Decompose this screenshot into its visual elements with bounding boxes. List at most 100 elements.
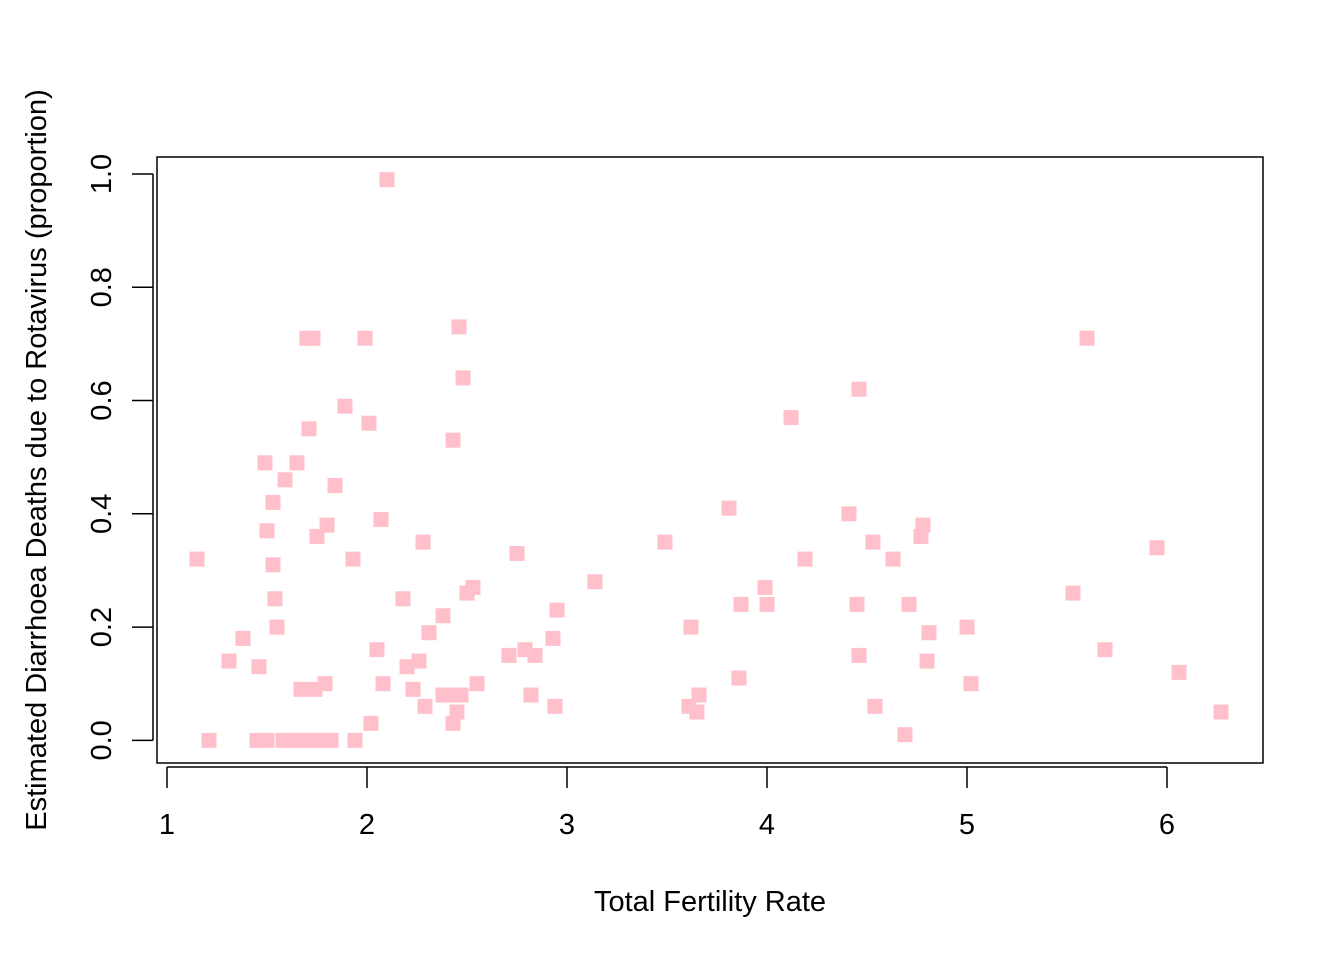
data-point [455,370,471,386]
data-point [547,698,563,714]
data-point [731,670,747,686]
data-point [269,619,285,635]
data-point [319,517,335,533]
data-point [453,687,469,703]
data-point [757,579,773,595]
x-tick-label: 3 [559,809,575,841]
data-point [265,557,281,573]
data-point [317,676,333,692]
data-point [1213,704,1229,720]
data-point [733,596,749,612]
data-point [721,500,737,516]
y-tick-label: 0.8 [86,267,118,307]
plot-frame [156,156,1264,764]
data-point [373,511,389,527]
data-point [293,681,309,697]
data-point [305,330,321,346]
y-tick-label: 0.6 [86,380,118,420]
data-point [415,534,431,550]
data-point [445,432,461,448]
data-point [251,659,267,675]
data-point [395,591,411,607]
data-point [897,727,913,743]
data-point [449,704,465,720]
data-point [451,319,467,335]
data-point [587,574,603,590]
data-point [465,579,481,595]
data-point [375,676,391,692]
data-point [921,625,937,641]
data-point [501,647,517,663]
data-point [417,698,433,714]
data-point [1097,642,1113,658]
data-point [885,551,901,567]
data-point [689,704,705,720]
data-point [919,653,935,669]
data-point [347,732,363,748]
data-point [189,551,205,567]
data-point [1171,664,1187,680]
data-point [915,517,931,533]
y-tick-label: 0.0 [86,720,118,760]
x-tick-label: 1 [159,809,175,841]
data-point [657,534,673,550]
data-point [1079,330,1095,346]
data-point [549,602,565,618]
data-point [345,551,361,567]
data-point [357,330,373,346]
data-point [445,715,461,731]
data-point [913,528,929,544]
x-axis: 1 2 3 4 5 6 [159,766,1175,841]
data-point [865,534,881,550]
data-point [399,659,415,675]
data-point [435,608,451,624]
data-point [259,523,275,539]
data-point [267,591,283,607]
data-point [901,596,917,612]
data-point [221,653,237,669]
data-point [683,619,699,635]
data-point [201,732,217,748]
data-point [435,687,451,703]
data-point [257,455,273,471]
data-point [259,732,275,748]
data-point [797,551,813,567]
data-point [289,455,305,471]
data-point [523,687,539,703]
x-tick-label: 6 [1159,809,1175,841]
x-tick-label: 2 [359,809,375,841]
data-point [527,647,543,663]
data-point [379,172,395,188]
data-point [469,676,485,692]
data-point [323,732,339,748]
y-axis: 0.0 0.2 0.4 0.6 0.8 1.0 [86,154,154,761]
data-point [235,630,251,646]
data-point [759,596,775,612]
x-tick-label: 5 [959,809,975,841]
data-point [963,676,979,692]
data-point [411,653,427,669]
y-tick-label: 0.2 [86,607,118,647]
data-point [405,681,421,697]
data-point [309,528,325,544]
data-point [1149,540,1165,556]
x-tick-label: 4 [759,809,775,841]
data-point [545,630,561,646]
data-point [851,647,867,663]
data-point [337,398,353,414]
data-point [841,506,857,522]
data-point [509,545,525,561]
data-point [1065,585,1081,601]
y-axis-label: Estimated Diarrhoea Deaths due to Rotavi… [21,89,53,830]
data-point [849,596,865,612]
data-point [301,421,317,437]
data-point [691,687,707,703]
data-points [189,172,1229,748]
data-point [361,415,377,431]
data-point [363,715,379,731]
data-point [421,625,437,641]
y-tick-label: 1.0 [86,154,118,194]
x-axis-label: Total Fertility Rate [594,886,826,918]
